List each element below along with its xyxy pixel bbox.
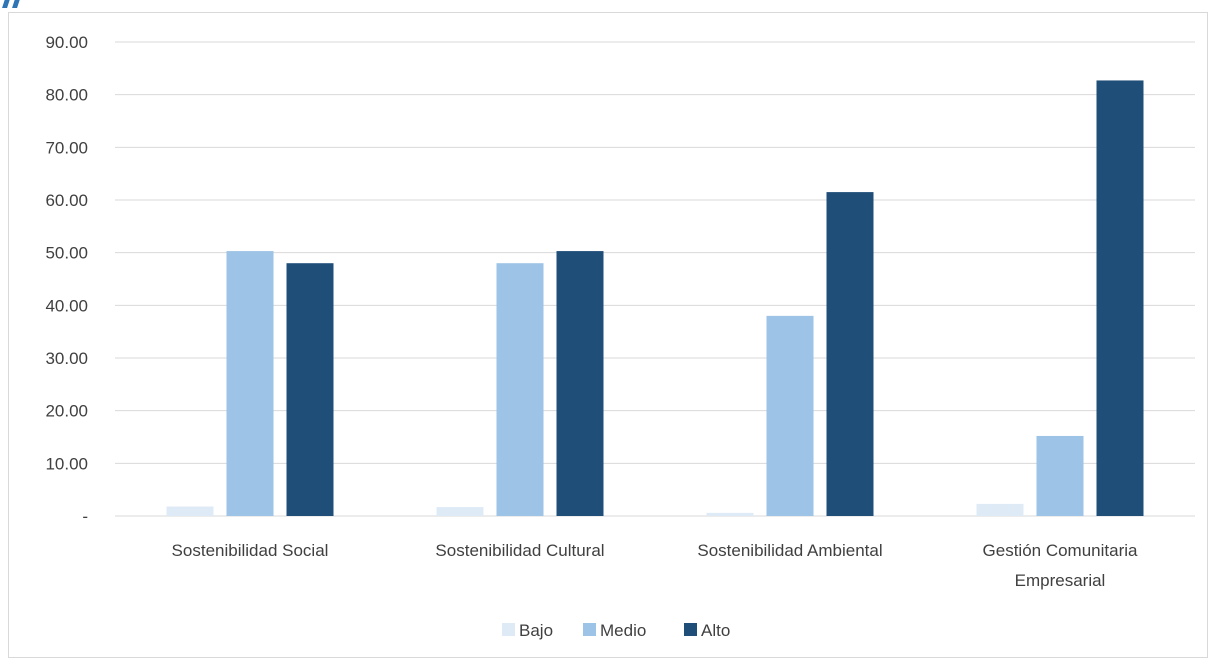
bars [166,80,1144,517]
x-category-label: Sostenibilidad Social [172,541,329,560]
x-category-label: Sostenibilidad Ambiental [697,541,882,560]
bar-alto-3 [1096,80,1144,517]
x-axis-categories: Sostenibilidad Social Sostenibilidad Cult… [172,541,1138,590]
bar-alto-0 [286,263,334,516]
bar-medio-3 [1036,435,1084,516]
legend-swatch-medio [583,623,596,636]
x-category-label: Empresarial [1015,571,1106,590]
x-category-label: Gestión Comunitaria [983,541,1139,560]
legend-swatch-bajo [502,623,515,636]
y-tick-label: 80.00 [45,86,88,105]
bar-medio-0 [226,251,274,516]
y-tick-label: 90.00 [45,33,88,52]
bar-bajo-0 [166,506,214,516]
x-category-label: Sostenibilidad Cultural [435,541,604,560]
legend: Bajo Medio Alto [502,621,730,640]
legend-label-bajo: Bajo [519,621,553,640]
y-tick-label: - [82,507,88,526]
bar-medio-2 [766,315,814,516]
y-tick-label: 70.00 [45,138,88,157]
bar-bajo-3 [976,503,1024,516]
y-tick-label: 20.00 [45,402,88,421]
legend-label-alto: Alto [701,621,730,640]
chart-frame [8,12,1208,658]
bar-alto-1 [556,251,604,516]
legend-swatch-alto [684,623,697,636]
bar-bajo-1 [436,507,484,516]
y-tick-label: 60.00 [45,191,88,210]
y-tick-label: 10.00 [45,454,88,473]
y-axis-ticks: - 10.00 20.00 30.00 40.00 50.00 60.00 70.00 80.0… [45,33,88,526]
bar-bajo-2 [706,512,754,516]
bar-medio-1 [496,263,544,516]
gridlines [115,41,1195,517]
legend-label-medio: Medio [600,621,646,640]
bar-alto-2 [826,192,874,516]
y-tick-label: 30.00 [45,349,88,368]
y-tick-label: 40.00 [45,296,88,315]
y-tick-label: 50.00 [45,244,88,263]
